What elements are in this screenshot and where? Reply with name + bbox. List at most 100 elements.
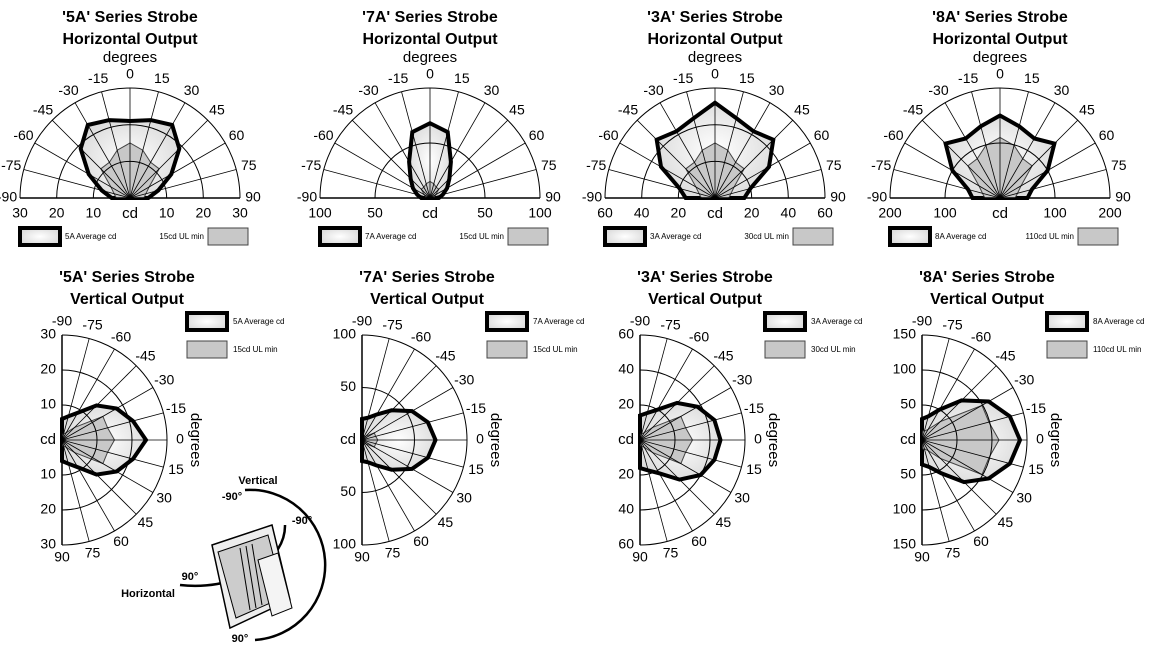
radial-tick-label: 30 bbox=[40, 536, 56, 552]
angle-tick-label: 30 bbox=[1016, 490, 1032, 506]
angle-tick-label: 45 bbox=[716, 514, 732, 530]
polar-chart: '5A' Series Strobe Horizontal Output 10 10 2… bbox=[0, 9, 261, 247]
angle-grid-line bbox=[323, 169, 431, 199]
angle-grid-line bbox=[971, 91, 1001, 199]
angle-tick-label: -60 bbox=[971, 329, 991, 345]
chart-title: '7A' Series Strobe bbox=[362, 9, 498, 26]
angle-grid-line bbox=[921, 439, 950, 542]
angle-tick-label: -30 bbox=[154, 372, 174, 388]
angle-grid-line bbox=[61, 439, 164, 468]
angle-grid-line bbox=[401, 91, 431, 199]
angle-tick-label: 0 bbox=[426, 66, 434, 82]
angle-grid-line bbox=[129, 142, 226, 199]
angle-tick-label: -15 bbox=[166, 400, 186, 416]
legend-swatch bbox=[603, 226, 647, 247]
angle-grid-line bbox=[74, 102, 131, 199]
chart-subtitle: Vertical Output bbox=[70, 291, 184, 308]
angle-grid-line bbox=[636, 119, 716, 199]
angle-grid-line bbox=[714, 102, 771, 199]
radial-axis-label: cd bbox=[340, 431, 356, 448]
angle-tick-label: 90 bbox=[245, 189, 261, 205]
angle-tick-label: 0 bbox=[476, 431, 484, 447]
angle-grid-line bbox=[129, 169, 237, 199]
radial-tick-label: 30 bbox=[232, 205, 248, 221]
radial-tick-label: 150 bbox=[893, 536, 917, 552]
angle-grid-line bbox=[351, 119, 431, 199]
angle-tick-label: 15 bbox=[168, 461, 184, 477]
chart-subtitle: Vertical Output bbox=[370, 291, 484, 308]
legend-label: 15cd UL min bbox=[159, 232, 204, 241]
angle-tick-label: -90 bbox=[352, 313, 372, 329]
legend-label: 7A Average cd bbox=[365, 232, 416, 241]
radial-tick-label: 40 bbox=[618, 361, 634, 377]
angle-tick-label: 0 bbox=[754, 431, 762, 447]
angle-tick-label: -30 bbox=[358, 82, 378, 98]
legend-swatch bbox=[764, 340, 806, 359]
radial-tick-label: 10 bbox=[159, 205, 175, 221]
angle-tick-label: 45 bbox=[138, 514, 154, 530]
chart-title: '7A' Series Strobe bbox=[359, 269, 495, 286]
angle-tick-label: -75 bbox=[82, 317, 102, 333]
legend-label: 30cd UL min bbox=[811, 345, 856, 354]
radial-tick-label: 100 bbox=[893, 361, 917, 377]
angle-tick-label: -15 bbox=[388, 70, 408, 86]
radial-tick-label: 50 bbox=[340, 483, 356, 499]
angle-grid-line bbox=[429, 119, 509, 199]
angle-tick-label: 60 bbox=[973, 533, 989, 549]
angle-grid-line bbox=[361, 439, 454, 493]
radial-tick-label: 20 bbox=[618, 396, 634, 412]
angle-grid-line bbox=[921, 338, 950, 441]
angle-tick-label: 60 bbox=[529, 127, 545, 143]
angle-grid-line bbox=[374, 102, 431, 199]
angle-grid-line bbox=[51, 119, 131, 199]
angle-tick-label: 15 bbox=[468, 461, 484, 477]
angle-tick-label: -75 bbox=[871, 157, 891, 173]
angle-grid-line bbox=[23, 169, 131, 199]
angle-tick-label: 30 bbox=[484, 82, 500, 98]
angle-tick-label: 45 bbox=[438, 514, 454, 530]
legend-swatch bbox=[186, 340, 228, 359]
angle-grid-line bbox=[429, 91, 459, 199]
angle-grid-line bbox=[999, 91, 1029, 199]
angle-grid-line bbox=[61, 387, 154, 441]
angle-grid-line bbox=[61, 365, 137, 441]
angle-grid-line bbox=[639, 338, 668, 441]
angle-grid-line bbox=[659, 102, 716, 199]
angle-tick-label: -45 bbox=[435, 347, 455, 363]
angle-tick-label: 75 bbox=[541, 157, 557, 173]
angle-grid-line bbox=[639, 439, 732, 493]
angle-grid-line bbox=[686, 91, 716, 199]
angle-grid-line bbox=[361, 439, 464, 468]
angle-tick-label: 60 bbox=[413, 533, 429, 549]
angle-axis-label: degrees bbox=[103, 49, 157, 66]
radial-tick-label: 100 bbox=[308, 205, 332, 221]
angle-tick-label: 90 bbox=[545, 189, 561, 205]
chart-title: '8A' Series Strobe bbox=[932, 9, 1068, 26]
legend-label: 8A Average cd bbox=[935, 232, 986, 241]
angle-grid-line bbox=[129, 119, 209, 199]
angle-grid-line bbox=[999, 142, 1096, 199]
angle-grid-line bbox=[714, 91, 744, 199]
radial-axis-label: cd bbox=[992, 205, 1008, 222]
polar-chart: '3A' Series Strobe Horizontal Output 20 20 4… bbox=[582, 9, 846, 247]
angle-grid-line bbox=[714, 119, 794, 199]
angle-grid-line bbox=[361, 439, 415, 532]
angle-grid-line bbox=[129, 102, 186, 199]
radial-tick-label: 100 bbox=[1043, 205, 1067, 221]
angle-grid-line bbox=[639, 439, 668, 542]
angle-tick-label: -60 bbox=[13, 127, 33, 143]
angle-grid-line bbox=[129, 91, 159, 199]
angle-tick-label: -60 bbox=[883, 127, 903, 143]
angle-grid-line bbox=[361, 365, 437, 441]
radial-tick-label: 40 bbox=[781, 205, 797, 221]
radial-tick-label: 10 bbox=[40, 396, 56, 412]
legend-swatch bbox=[207, 227, 249, 246]
angle-tick-label: 15 bbox=[1028, 461, 1044, 477]
angle-tick-label: -60 bbox=[598, 127, 618, 143]
angle-tick-label: -45 bbox=[618, 102, 638, 118]
radial-axis-label: cd bbox=[900, 431, 916, 448]
legend-label: 3A Average cd bbox=[811, 317, 862, 326]
legend-swatch bbox=[792, 227, 834, 246]
angle-grid-line bbox=[639, 439, 693, 532]
angle-tick-label: 90 bbox=[54, 549, 70, 565]
